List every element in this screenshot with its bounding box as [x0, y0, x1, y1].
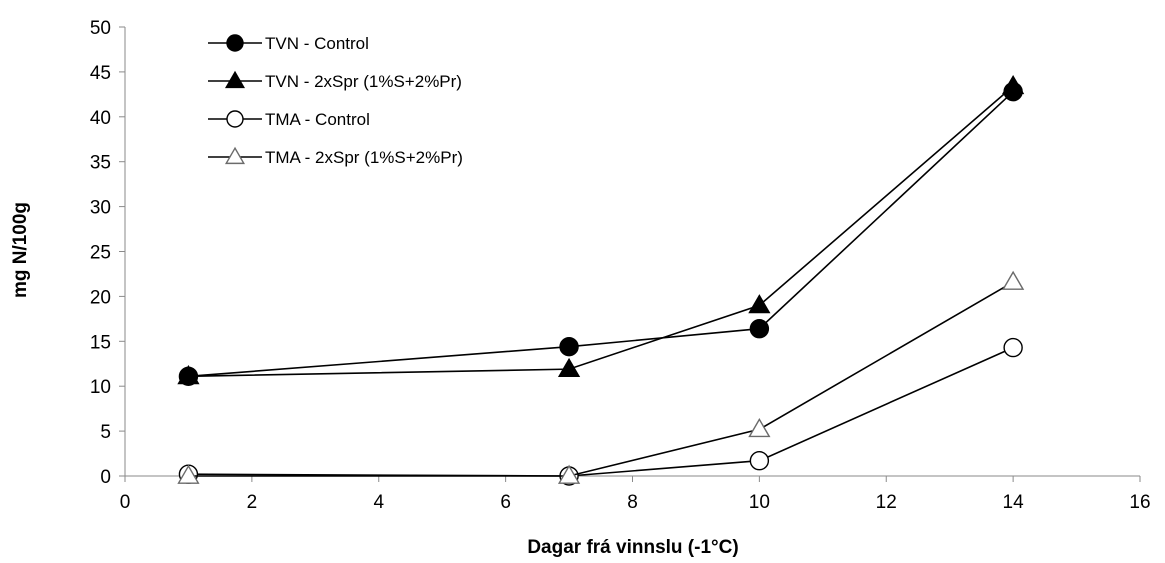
- y-tick-label: 15: [90, 332, 111, 353]
- data-point: [1002, 74, 1025, 95]
- legend-label: TMA - 2xSpr (1%S+2%Pr): [265, 148, 463, 167]
- data-point: [1003, 337, 1023, 358]
- y-tick-label: 45: [90, 63, 111, 84]
- data-point: [749, 319, 770, 339]
- series-line: [188, 346, 1014, 477]
- axes: 0 5 10 15 20 25 30 35 40 45 50 0 2 4 6 8 10 12 14 16: [90, 18, 1151, 513]
- data-point: [559, 336, 579, 357]
- legend-entry: TMA - 2xSpr (1%S+2%Pr): [208, 146, 463, 167]
- x-tick-label: 10: [749, 492, 770, 513]
- legend-label: TVN - Control: [265, 34, 369, 53]
- y-tick-label: 40: [90, 108, 111, 129]
- x-tick-label: 0: [120, 492, 131, 513]
- legend-entry: TVN - 2xSpr (1%S+2%Pr): [208, 70, 462, 91]
- legend-marker: [224, 146, 246, 165]
- legend-label: TMA - Control: [265, 110, 370, 129]
- series-4: [177, 270, 1025, 484]
- y-tick-label: 35: [90, 153, 111, 174]
- series-2: [177, 74, 1025, 385]
- y-tick-label: 50: [90, 18, 111, 39]
- x-tick-label: 16: [1129, 492, 1150, 513]
- data-point: [177, 464, 200, 484]
- x-tick-label: 12: [876, 492, 897, 513]
- data-point: [557, 357, 581, 378]
- y-tick-label: 5: [100, 422, 111, 443]
- legend: TVN - Control TVN - 2xSpr (1%S+2%Pr) TMA -…: [208, 34, 463, 167]
- y-tick-label: 20: [90, 287, 111, 308]
- data-point: [749, 451, 770, 471]
- series-layer: [177, 74, 1025, 486]
- y-axis-title: mg N/100g: [10, 202, 31, 298]
- data-point: [748, 417, 771, 438]
- legend-marker: [224, 70, 246, 89]
- data-point: [1002, 270, 1025, 290]
- legend-marker: [226, 34, 244, 52]
- series-line: [188, 281, 1014, 477]
- x-axis-title: Dagar frá vinnslu (-1°C): [527, 537, 738, 558]
- x-tick-label: 14: [1003, 492, 1025, 513]
- y-tick-label: 25: [90, 243, 111, 264]
- x-tick-label: 8: [627, 492, 638, 513]
- y-tick-label: 10: [90, 377, 111, 398]
- data-point: [557, 464, 581, 484]
- y-tick-label: 30: [90, 198, 111, 219]
- y-tick-label: 0: [100, 467, 111, 488]
- legend-entry: TMA - Control: [208, 110, 370, 129]
- series-3: [178, 337, 1023, 486]
- legend-marker: [226, 110, 244, 128]
- series-line: [188, 85, 1014, 378]
- legend-entry: TVN - Control: [208, 34, 369, 53]
- x-tick-label: 6: [500, 492, 511, 513]
- series-line: [188, 91, 1014, 378]
- x-tick-label: 2: [247, 492, 258, 513]
- x-tick-label: 4: [373, 492, 384, 513]
- legend-label: TVN - 2xSpr (1%S+2%Pr): [265, 72, 462, 91]
- data-point: [748, 294, 771, 314]
- data-point: [177, 365, 200, 385]
